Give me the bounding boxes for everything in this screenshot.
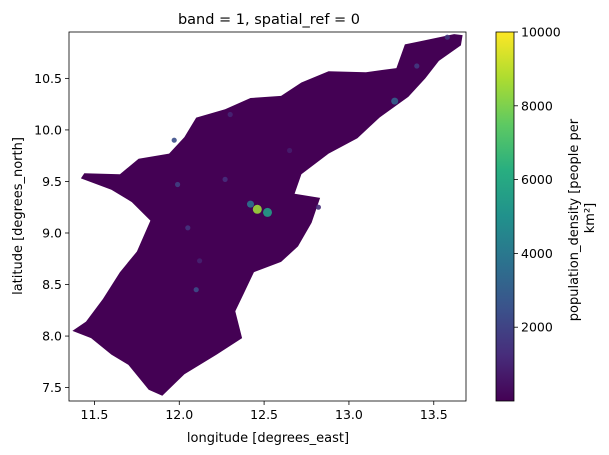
x-tick-label: 12.5 xyxy=(250,407,278,422)
y-tick-label: 10.0 xyxy=(34,122,62,137)
hotspot-14 xyxy=(287,147,293,154)
hotspot-5 xyxy=(193,287,199,293)
colorbar-ticks: 2000 4000 6000 8000 10000 xyxy=(514,25,561,335)
y-tick-label: 9.0 xyxy=(42,225,62,240)
y-axis: 7.5 8.0 8.5 9.0 9.5 10.0 10.5 xyxy=(34,71,69,395)
colorbar-tick-label: 10000 xyxy=(521,25,561,40)
hotspot-2 xyxy=(247,200,254,208)
colorbar: 2000 4000 6000 8000 10000 population_density… xyxy=(495,25,598,402)
y-tick-label: 8.0 xyxy=(42,329,62,344)
hotspot-12 xyxy=(227,111,233,118)
colorbar-gradient xyxy=(495,31,515,402)
hotspot-9 xyxy=(185,225,191,231)
colorbar-tick-label: 2000 xyxy=(521,320,553,335)
plot-frame xyxy=(68,31,467,402)
y-tick-label: 7.5 xyxy=(42,380,62,395)
x-axis-label: longitude [degrees_east] xyxy=(187,431,349,446)
y-tick-label: 9.5 xyxy=(42,174,62,189)
y-tick-label: 8.5 xyxy=(42,277,62,292)
x-tick-label: 13.5 xyxy=(420,407,448,422)
hotspot-4 xyxy=(171,137,177,143)
hotspot-8 xyxy=(444,34,450,40)
colorbar-label-line2: km²] xyxy=(583,203,598,233)
hotspot-13 xyxy=(197,258,203,264)
hotspot-6 xyxy=(175,181,181,188)
hotspot-3 xyxy=(391,97,399,105)
x-axis: 11.5 12.0 12.5 13.0 13.5 xyxy=(81,401,448,422)
colorbar-tick-label: 6000 xyxy=(521,172,553,187)
x-tick-label: 12.0 xyxy=(165,407,193,422)
hotspot-7 xyxy=(414,63,420,69)
hotspot-layer xyxy=(171,34,450,293)
hotspot-10 xyxy=(222,176,228,182)
hotspot-0 xyxy=(252,204,262,214)
colorbar-tick-label: 4000 xyxy=(521,246,553,261)
plot-area xyxy=(68,31,467,402)
hotspot-1 xyxy=(263,207,272,217)
y-axis-label: latitude [degrees_north] xyxy=(11,137,26,295)
x-tick-label: 13.0 xyxy=(335,407,363,422)
colorbar-tick-label: 8000 xyxy=(521,98,553,113)
colorbar-label: population_density [people per km²] xyxy=(567,115,598,321)
hotspot-11 xyxy=(315,204,321,210)
colorbar-label-line1: population_density [people per xyxy=(567,118,582,321)
y-tick-label: 10.5 xyxy=(34,71,62,86)
chart-title: band = 1, spatial_ref = 0 xyxy=(178,12,360,28)
x-tick-label: 11.5 xyxy=(81,407,109,422)
